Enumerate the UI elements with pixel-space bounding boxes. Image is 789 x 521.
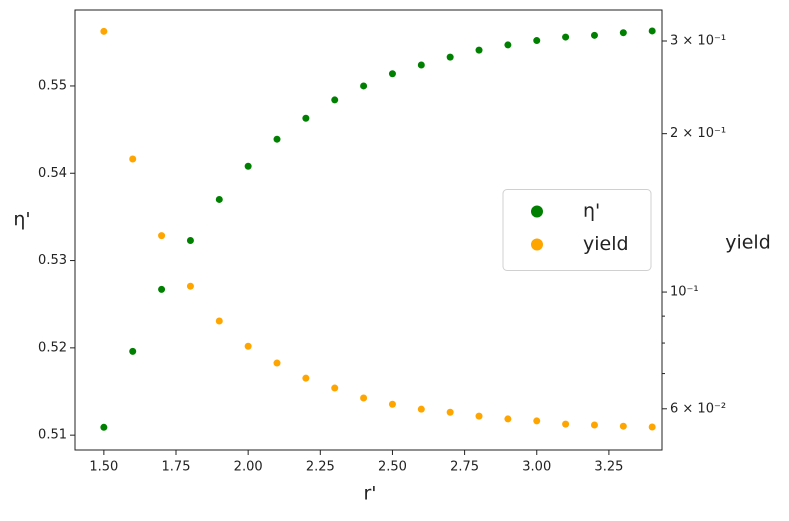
point: [186, 282, 194, 290]
y2-tick-label: 3 × 10⁻¹: [670, 34, 726, 49]
x-tick-label: 3.25: [594, 460, 623, 475]
point: [331, 96, 339, 104]
point: [648, 27, 656, 35]
point: [446, 53, 454, 61]
y-tick-label: 0.54: [38, 166, 67, 181]
y2-tick-label: 6 × 10⁻²: [670, 401, 726, 416]
x-tick-label: 1.50: [89, 460, 118, 475]
y-tick-label: 0.53: [38, 253, 67, 268]
point: [504, 415, 512, 423]
point: [273, 359, 281, 367]
point: [388, 400, 396, 408]
point: [129, 347, 137, 355]
y2-tick-label: 2 × 10⁻¹: [670, 126, 726, 141]
point: [100, 27, 108, 35]
legend-label: η': [583, 200, 600, 222]
point: [504, 41, 512, 49]
point: [533, 417, 541, 425]
point: [215, 317, 223, 325]
y-tick-label: 0.52: [38, 340, 67, 355]
x-axis-label: r': [363, 483, 376, 505]
legend-marker: [531, 238, 543, 251]
point: [446, 408, 454, 416]
x-tick-label: 2.25: [306, 460, 335, 475]
legend-marker: [531, 205, 543, 218]
point: [129, 155, 137, 163]
x-tick-label: 2.00: [234, 460, 263, 475]
point: [302, 374, 310, 382]
point: [360, 394, 368, 402]
y-tick-label: 0.55: [38, 78, 67, 93]
point: [533, 37, 541, 45]
point: [562, 33, 570, 41]
point: [475, 412, 483, 420]
point: [244, 162, 252, 170]
point: [215, 195, 223, 203]
point: [273, 135, 281, 143]
legend-box: [502, 189, 652, 271]
point: [158, 285, 166, 293]
point: [417, 405, 425, 413]
point: [100, 423, 108, 431]
legend-label: yield: [583, 233, 629, 255]
point: [619, 422, 627, 430]
point: [475, 46, 483, 54]
point: [562, 420, 570, 428]
point: [417, 61, 425, 69]
x-tick-label: 1.75: [162, 460, 191, 475]
point: [619, 29, 627, 37]
y2-tick-label: 10⁻¹: [670, 285, 699, 300]
plot-frame: [74, 9, 663, 451]
y2-axis-label: yield: [725, 232, 771, 254]
point: [302, 114, 310, 122]
point: [648, 423, 656, 431]
x-tick-label: 2.50: [378, 460, 407, 475]
point: [590, 421, 598, 429]
point: [244, 342, 252, 350]
point: [360, 82, 368, 90]
point: [186, 236, 194, 244]
point: [388, 70, 396, 78]
point: [331, 384, 339, 392]
point: [590, 31, 598, 39]
x-tick-label: 3.00: [522, 460, 551, 475]
y-tick-label: 0.51: [38, 428, 67, 443]
x-tick-label: 2.75: [450, 460, 479, 475]
y-axis-label: η': [13, 209, 30, 231]
point: [158, 232, 166, 240]
